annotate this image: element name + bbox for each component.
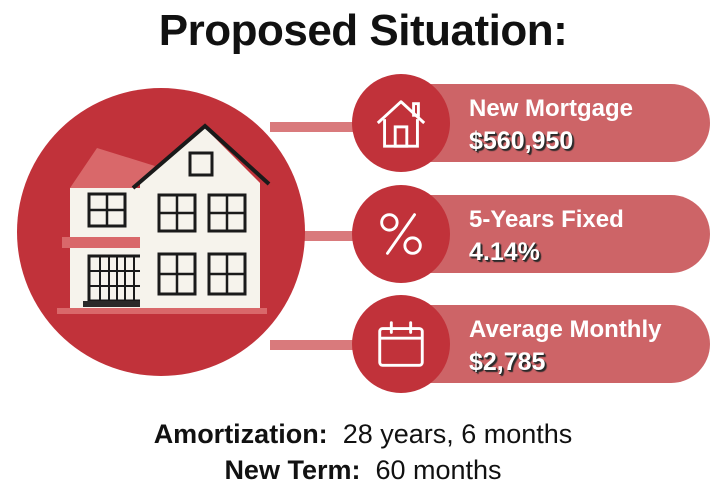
connector-line-2 (300, 231, 370, 241)
amortization-line: Amortization: 28 years, 6 months (0, 419, 726, 450)
page-title: Proposed Situation: (158, 6, 568, 55)
card-label: 5-Years Fixed (469, 206, 624, 233)
amortization-label: Amortization: (153, 419, 328, 449)
card-icon-circle (352, 295, 450, 393)
new-term-line: New Term: 60 months (0, 455, 726, 486)
card-icon-circle (352, 185, 450, 283)
house-icon (57, 123, 271, 314)
card-value: $560,950 (469, 127, 574, 155)
card-icon-circle (352, 74, 450, 172)
connector-line-3 (270, 340, 370, 350)
new-term-label: New Term: (224, 455, 361, 485)
percent-icon (380, 213, 422, 255)
calendar-icon (378, 321, 424, 367)
new-term-value: 60 months (375, 455, 502, 485)
card-value: $2,785 (469, 348, 546, 376)
house-icon (376, 100, 426, 148)
card-label: Average Monthly (469, 316, 662, 343)
house-illustration (17, 88, 305, 376)
card-value: 4.14% (469, 238, 540, 266)
amortization-value: 28 years, 6 months (342, 419, 573, 449)
card-label: New Mortgage (469, 95, 634, 122)
connector-line-1 (270, 122, 370, 132)
